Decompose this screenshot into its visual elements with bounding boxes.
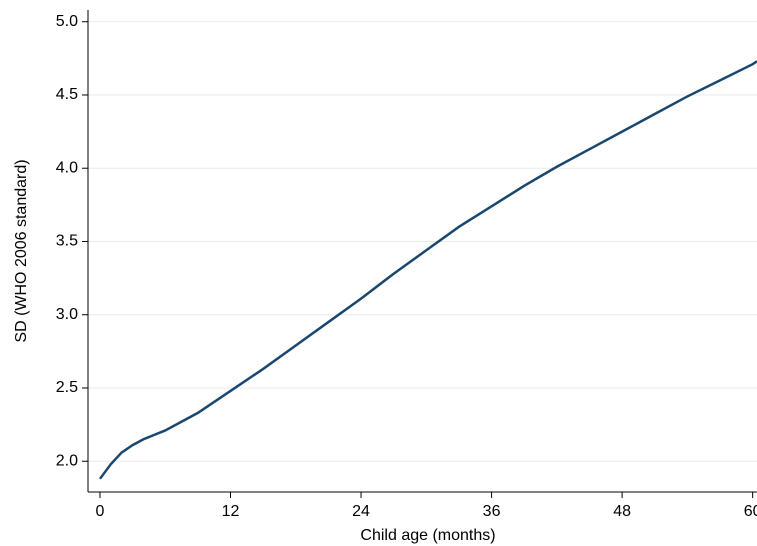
line: [98, 60, 757, 480]
x-tick-label: 36: [483, 503, 501, 520]
x-tick-label: 48: [613, 503, 631, 520]
y-tick-label: 4.5: [56, 86, 78, 103]
y-tick-label: 3.5: [56, 233, 78, 250]
y-tick-label: 3.0: [56, 306, 78, 323]
x-axis-label: Child age (months): [360, 527, 495, 544]
x-tick-label: 12: [222, 503, 240, 520]
y-tick-label: 2.0: [56, 452, 78, 469]
y-tick-label: 5.0: [56, 13, 78, 30]
y-tick-label: 4.0: [56, 159, 78, 176]
y-axis-label: SD (WHO 2006 standard): [13, 159, 30, 342]
y-tick-label: 2.5: [56, 379, 78, 396]
x-tick-label: 60: [744, 503, 757, 520]
x-tick-label: 24: [352, 503, 370, 520]
x-tick-label: 0: [96, 503, 105, 520]
